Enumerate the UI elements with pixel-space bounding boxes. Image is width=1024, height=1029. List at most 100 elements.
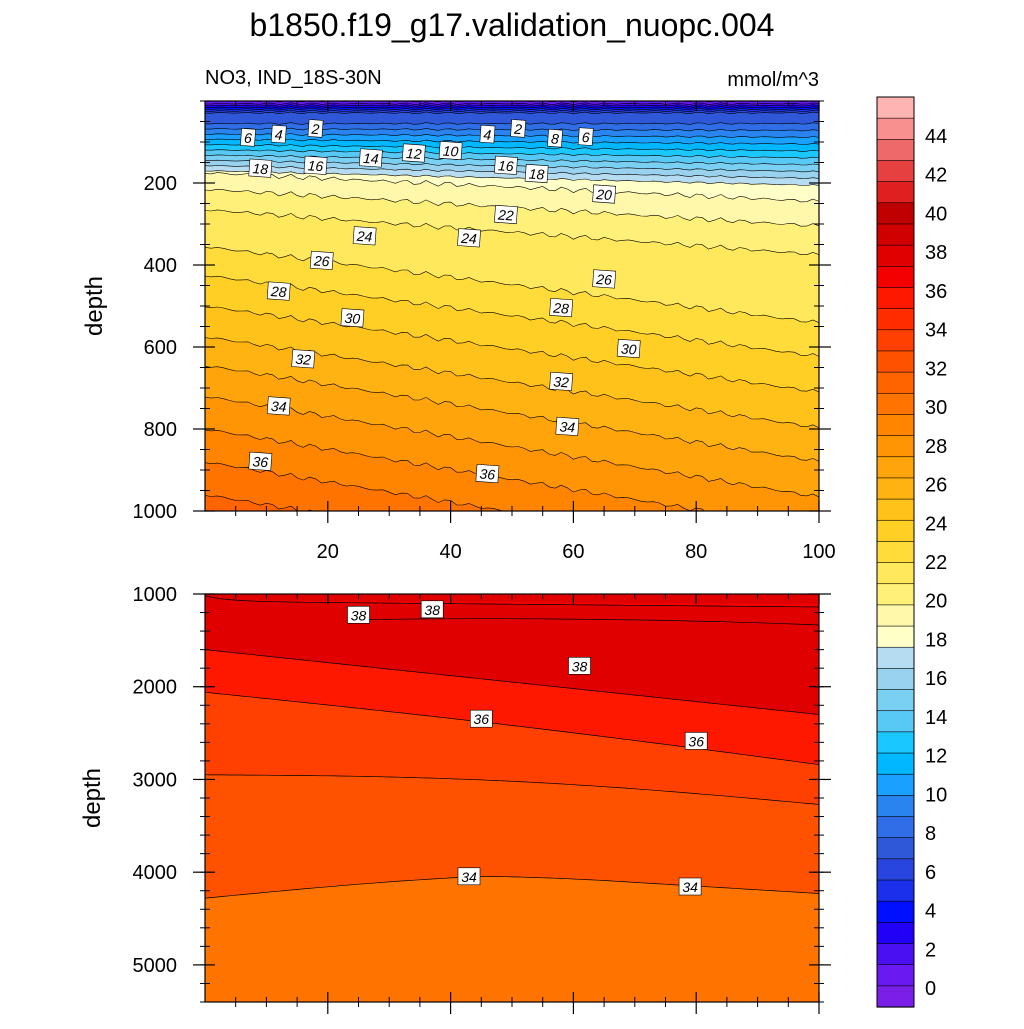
lower-axis-ticks: 1000 2000 3000 4000 5000: [133, 584, 831, 1014]
upper-axis-ticks: 200 400 600 800 1000 20 40 60 80 100: [133, 100, 836, 563]
contour-label-box: [291, 349, 316, 369]
upper-y-axis-label: depth: [81, 276, 108, 336]
contour-label-box: [678, 877, 702, 896]
contour-label-text: 22: [497, 206, 515, 223]
contour-label-box: [248, 158, 273, 178]
contour-label-box: [420, 600, 444, 619]
contour-label: 12: [401, 143, 426, 163]
colorbar-swatch: [876, 710, 915, 733]
colorbar-tick-label: 6: [925, 862, 936, 884]
colorbar-tick-label: 22: [925, 552, 947, 574]
contour-label-text: 38: [424, 602, 440, 618]
colorbar-swatch: [876, 329, 915, 352]
lower-contour-fill: [205, 594, 819, 1002]
contour-label: 22: [494, 204, 518, 225]
y-tick-label: 200: [144, 173, 177, 195]
colorbar-tick-label: 18: [925, 629, 947, 651]
lower-contour-labels: 38 38 38 36 36 34 34: [347, 600, 708, 896]
contour-label: 36: [684, 732, 708, 750]
colorbar-swatch: [876, 244, 915, 267]
colorbar-swatch: [876, 202, 915, 225]
contour-label-text: 16: [307, 157, 324, 174]
contour-label-text: 24: [460, 230, 478, 247]
contour-label: 10: [438, 140, 463, 161]
contour-label-box: [347, 605, 370, 624]
contour-label-text: 28: [552, 300, 570, 317]
contour-label-text: 18: [528, 165, 545, 182]
y-tick-label: 600: [144, 337, 177, 359]
contour-label-text: 2: [310, 121, 320, 138]
contour-label-box: [549, 298, 574, 318]
colorbar-swatch: [876, 731, 915, 754]
colorbar-swatch: [876, 795, 915, 818]
contour-label-text: 34: [270, 398, 287, 415]
colorbar-swatch: [876, 816, 915, 839]
y-tick-label: 1000: [133, 584, 178, 606]
colorbar-swatch: [876, 964, 915, 987]
contour-label-text: 16: [498, 157, 515, 174]
contour-label-box: [479, 124, 496, 144]
colorbar-frame: [876, 96, 915, 1008]
contour-label-box: [592, 184, 617, 204]
colorbar-swatch: [876, 668, 915, 691]
contour-label-text: 30: [344, 310, 361, 327]
contour-line: [205, 138, 819, 145]
colorbar-swatch: [876, 922, 915, 945]
contour-label: 8: [547, 128, 563, 148]
contour-label: 34: [266, 396, 291, 416]
contour-label-box: [303, 155, 328, 175]
colorbar-swatch: [876, 900, 915, 923]
contour-label-text: 38: [351, 607, 367, 623]
y-tick-label: 3000: [133, 769, 178, 791]
colorbar-swatch: [876, 96, 915, 119]
colorbar-tick-label: 8: [925, 823, 936, 845]
chart-title: b1850.f19_g17.validation_nuopc.004: [250, 7, 775, 43]
contour-label: 30: [616, 338, 641, 359]
contour-line: [205, 111, 819, 115]
contour-label: 20: [592, 184, 617, 204]
colorbar-tick-label: 34: [925, 320, 947, 342]
contour-line: [205, 774, 819, 805]
contour-band: [205, 495, 315, 511]
colorbar-swatch: [876, 562, 915, 585]
contour-label-text: 34: [559, 418, 576, 435]
contour-label-text: 34: [682, 879, 698, 895]
contour-label-text: 26: [595, 271, 613, 288]
colorbar-tick-label: 28: [925, 436, 947, 458]
contour-label-text: 36: [688, 733, 704, 749]
contour-line: [205, 649, 819, 715]
contour-line: [205, 875, 819, 899]
lower-contour-lines: [205, 595, 819, 899]
contour-line: [205, 109, 819, 113]
colorbar-tick-label: 10: [925, 784, 947, 806]
contour-label-box: [266, 396, 291, 416]
contour-label-text: 18: [252, 160, 269, 177]
contour-line: [205, 106, 819, 109]
colorbar-swatch: [876, 371, 915, 394]
colorbar-tick-label: 36: [925, 281, 947, 303]
contour-label-box: [352, 226, 377, 246]
colorbar-swatch: [876, 414, 915, 437]
right-subtitle: mmol/m^3: [727, 69, 819, 91]
contour-label: 6: [240, 128, 256, 147]
contour-line: [205, 209, 819, 255]
contour-label: 28: [266, 281, 291, 301]
colorbar-swatch: [876, 583, 915, 606]
contour-label-box: [457, 228, 481, 248]
colorbar-swatch: [876, 181, 915, 204]
contour-label: 26: [592, 269, 617, 289]
x-tick-label: 20: [317, 541, 339, 563]
colorbar-swatch: [876, 752, 915, 775]
contour-line: [205, 275, 819, 357]
contour-label: 18: [248, 158, 273, 178]
contour-label: 36: [469, 709, 493, 728]
contour-line: [205, 429, 721, 511]
x-tick-label: 40: [439, 541, 461, 563]
contour-label-text: 10: [442, 142, 459, 159]
contour-label-box: [401, 143, 426, 163]
colorbar-tick-label: 12: [925, 746, 947, 768]
contour-label: 34: [678, 877, 702, 896]
contour-label: 2: [307, 119, 324, 138]
contour-label: 32: [549, 371, 574, 391]
